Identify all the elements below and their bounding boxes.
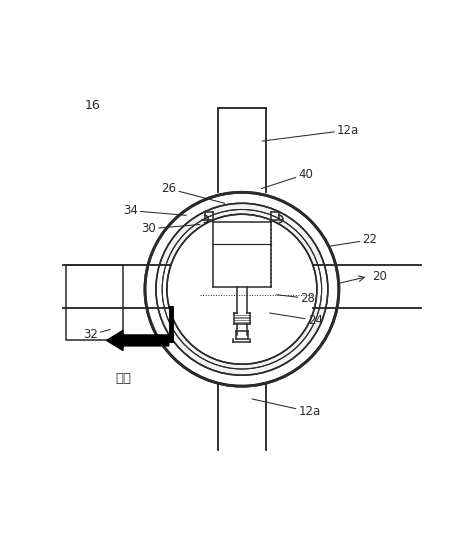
Text: 24: 24 (270, 313, 323, 327)
Text: 28: 28 (277, 292, 315, 305)
Bar (66, 266, 123, 341)
Text: 20: 20 (372, 270, 387, 283)
Text: 排水: 排水 (116, 372, 132, 385)
Text: 34: 34 (123, 204, 186, 217)
FancyArrow shape (107, 331, 169, 350)
Text: 32: 32 (83, 328, 110, 342)
Text: 16: 16 (84, 99, 101, 112)
Text: 26: 26 (161, 182, 225, 203)
Text: 40: 40 (261, 168, 313, 188)
Polygon shape (156, 203, 328, 375)
Circle shape (145, 192, 339, 386)
Text: 22: 22 (330, 233, 378, 246)
Text: 12a: 12a (262, 123, 359, 141)
Text: 12a: 12a (252, 399, 321, 418)
Text: 30: 30 (141, 223, 200, 235)
